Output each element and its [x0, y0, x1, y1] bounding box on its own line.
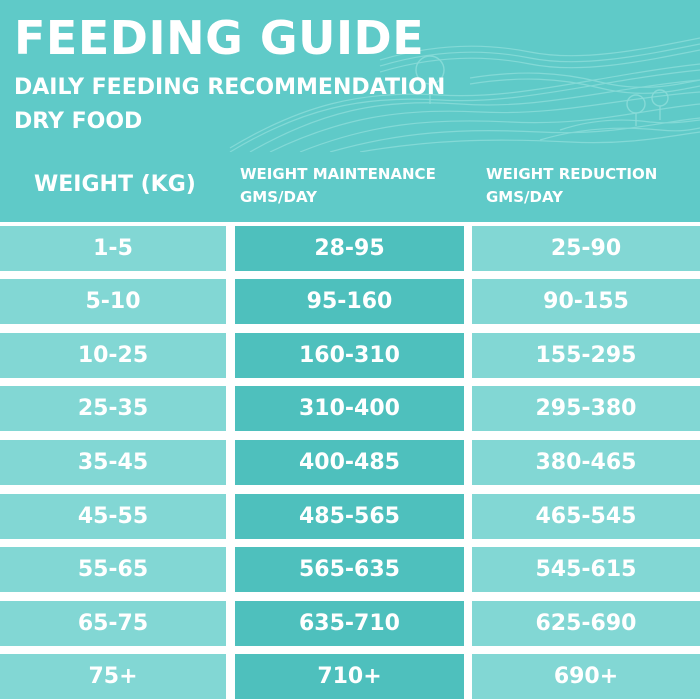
cell-weight: 5-10	[0, 279, 226, 324]
cell-maintenance: 485-565	[235, 494, 464, 539]
cell-maintenance: 95-160	[235, 279, 464, 324]
cell-reduction: 625-690	[472, 601, 700, 646]
cell-reduction: 545-615	[472, 547, 700, 592]
table-header-band	[0, 152, 700, 222]
cell-reduction: 90-155	[472, 279, 700, 324]
cell-reduction: 295-380	[472, 386, 700, 431]
cell-reduction: 465-545	[472, 494, 700, 539]
cell-maintenance: 565-635	[235, 547, 464, 592]
cell-reduction: 155-295	[472, 333, 700, 378]
cell-maintenance: 635-710	[235, 601, 464, 646]
cell-reduction: 25-90	[472, 226, 700, 271]
column-header-maintenance-line2: GMS/DAY	[240, 188, 318, 206]
cell-reduction: 380-465	[472, 440, 700, 485]
cell-maintenance: 710+	[235, 654, 464, 699]
column-header-maintenance: WEIGHT MAINTENANCE GMS/DAY	[240, 163, 436, 209]
column-header-weight: WEIGHT (KG)	[34, 172, 196, 197]
cell-weight: 55-65	[0, 547, 226, 592]
cell-weight: 1-5	[0, 226, 226, 271]
hills-landscape-illustration	[229, 37, 700, 152]
cell-maintenance: 28-95	[235, 226, 464, 271]
column-header-reduction-line2: GMS/DAY	[486, 188, 564, 206]
column-header-maintenance-line1: WEIGHT MAINTENANCE	[240, 165, 436, 183]
food-type-label: DRY FOOD	[14, 109, 143, 134]
cell-weight: 25-35	[0, 386, 226, 431]
column-header-reduction-line1: WEIGHT REDUCTION	[486, 165, 658, 183]
cell-maintenance: 400-485	[235, 440, 464, 485]
cell-weight: 10-25	[0, 333, 226, 378]
cell-weight: 65-75	[0, 601, 226, 646]
hero-banner: FEEDING GUIDE DAILY FEEDING RECOMMENDATI…	[0, 0, 700, 152]
cell-maintenance: 310-400	[235, 386, 464, 431]
page-subtitle: DAILY FEEDING RECOMMENDATION	[14, 75, 446, 100]
cell-weight: 75+	[0, 654, 226, 699]
cell-weight: 35-45	[0, 440, 226, 485]
column-header-reduction: WEIGHT REDUCTION GMS/DAY	[486, 163, 657, 209]
cell-maintenance: 160-310	[235, 333, 464, 378]
cell-weight: 45-55	[0, 494, 226, 539]
page-title: FEEDING GUIDE	[14, 11, 425, 65]
cell-reduction: 690+	[472, 654, 700, 699]
